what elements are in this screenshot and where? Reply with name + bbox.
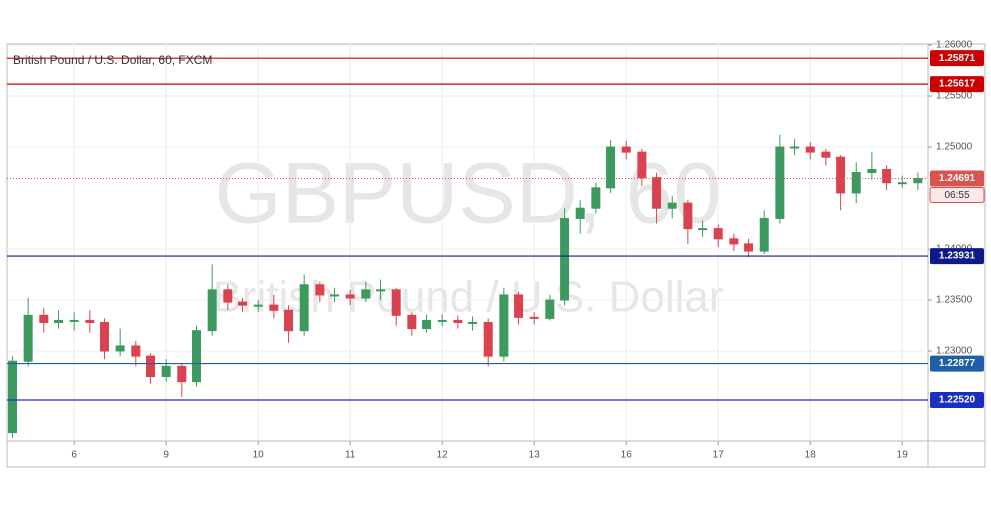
candle-body <box>8 360 18 434</box>
x-tick-label: 17 <box>713 450 725 461</box>
level-label: 1.22877 <box>939 358 976 369</box>
candle-body <box>867 168 877 174</box>
candle-body <box>683 202 693 230</box>
candle-body <box>468 321 478 324</box>
candle-body <box>39 314 49 323</box>
candle-body <box>637 151 647 179</box>
level-label-bg <box>930 355 984 372</box>
candle-body <box>698 228 708 231</box>
candle-body <box>606 146 616 189</box>
candle-body <box>192 330 202 383</box>
level-label: 1.23931 <box>939 251 976 262</box>
candle-body <box>407 314 417 330</box>
x-tick-label: 19 <box>897 450 909 461</box>
candle-body <box>223 289 233 303</box>
candle-body <box>376 289 386 292</box>
level-label-bg <box>930 391 984 408</box>
candle-body <box>759 217 769 252</box>
level-label-bg <box>930 248 984 265</box>
candle-body <box>713 228 723 240</box>
candle-body <box>882 168 892 184</box>
candle-body <box>345 294 355 299</box>
candle-body <box>821 151 831 158</box>
y-tick-label: 1.25000 <box>936 142 973 153</box>
x-tick-label: 12 <box>437 450 449 461</box>
candle-body <box>100 321 110 352</box>
candle-body <box>161 365 171 378</box>
candle-body <box>897 182 907 185</box>
candle-body <box>391 289 401 316</box>
candle-body <box>545 299 555 319</box>
candle-body <box>69 319 79 322</box>
level-label-bg <box>930 76 984 93</box>
x-tick-label: 11 <box>345 450 356 461</box>
candle-body <box>575 207 585 219</box>
candle-body <box>422 319 432 330</box>
level-label-bg <box>930 50 984 67</box>
last-price-bg <box>930 170 984 187</box>
candle-body <box>299 284 309 332</box>
candle-body <box>667 202 677 209</box>
candle-body <box>499 294 509 357</box>
y-tick-label: 1.26000 <box>936 40 973 51</box>
x-tick-label: 13 <box>529 450 541 461</box>
candle-body <box>652 177 662 209</box>
candle-body <box>146 355 156 378</box>
watermark-subtitle: British Pound / U.S. Dollar <box>212 273 723 322</box>
x-tick-label: 9 <box>163 450 169 461</box>
level-label: 1.25871 <box>939 53 976 64</box>
watermark: GBPUSD, 60 <box>215 146 722 242</box>
chart-title: British Pound / U.S. Dollar, 60, FXCM <box>13 53 212 67</box>
candle-body <box>729 238 739 245</box>
candle-body <box>560 217 570 301</box>
candle-body <box>805 146 815 153</box>
candle-body <box>330 294 340 297</box>
x-tick-label: 10 <box>253 450 265 461</box>
candle-body <box>453 319 463 323</box>
candle-body <box>361 289 371 299</box>
candle-body <box>284 309 294 332</box>
y-tick-label: 1.25500 <box>936 91 973 102</box>
level-label: 1.22520 <box>939 395 976 406</box>
candle-body <box>253 304 263 307</box>
y-tick-label: 1.23500 <box>936 295 973 306</box>
candle-body <box>85 319 95 323</box>
candle-body <box>790 146 800 149</box>
candle-body <box>315 284 325 296</box>
candle-body <box>437 319 447 322</box>
candle-body <box>775 146 785 219</box>
candle-body <box>131 345 141 357</box>
x-tick-label: 6 <box>71 450 77 461</box>
candle-body <box>913 178 923 184</box>
candle-body <box>836 156 846 194</box>
candle-body <box>177 365 187 383</box>
candle-body <box>238 301 248 306</box>
countdown-label: 06:55 <box>944 190 969 201</box>
candle-body <box>23 314 33 362</box>
candle-body <box>851 172 861 194</box>
candle-body <box>514 294 524 318</box>
level-label: 1.25617 <box>939 79 976 90</box>
x-tick-label: 16 <box>621 450 633 461</box>
countdown-bg <box>929 187 985 204</box>
candle-body <box>621 146 631 153</box>
y-tick-label: 1.23000 <box>936 346 973 357</box>
candle-body <box>269 304 279 311</box>
last-price-label: 1.24691 <box>939 173 976 184</box>
candle-body <box>483 321 493 357</box>
candle-body <box>207 289 217 332</box>
candle-body <box>744 243 754 252</box>
candle-body <box>54 319 64 323</box>
candle-body <box>591 187 601 209</box>
x-tick-label: 18 <box>805 450 817 461</box>
candle-body <box>115 345 125 352</box>
candle-body <box>529 316 539 319</box>
